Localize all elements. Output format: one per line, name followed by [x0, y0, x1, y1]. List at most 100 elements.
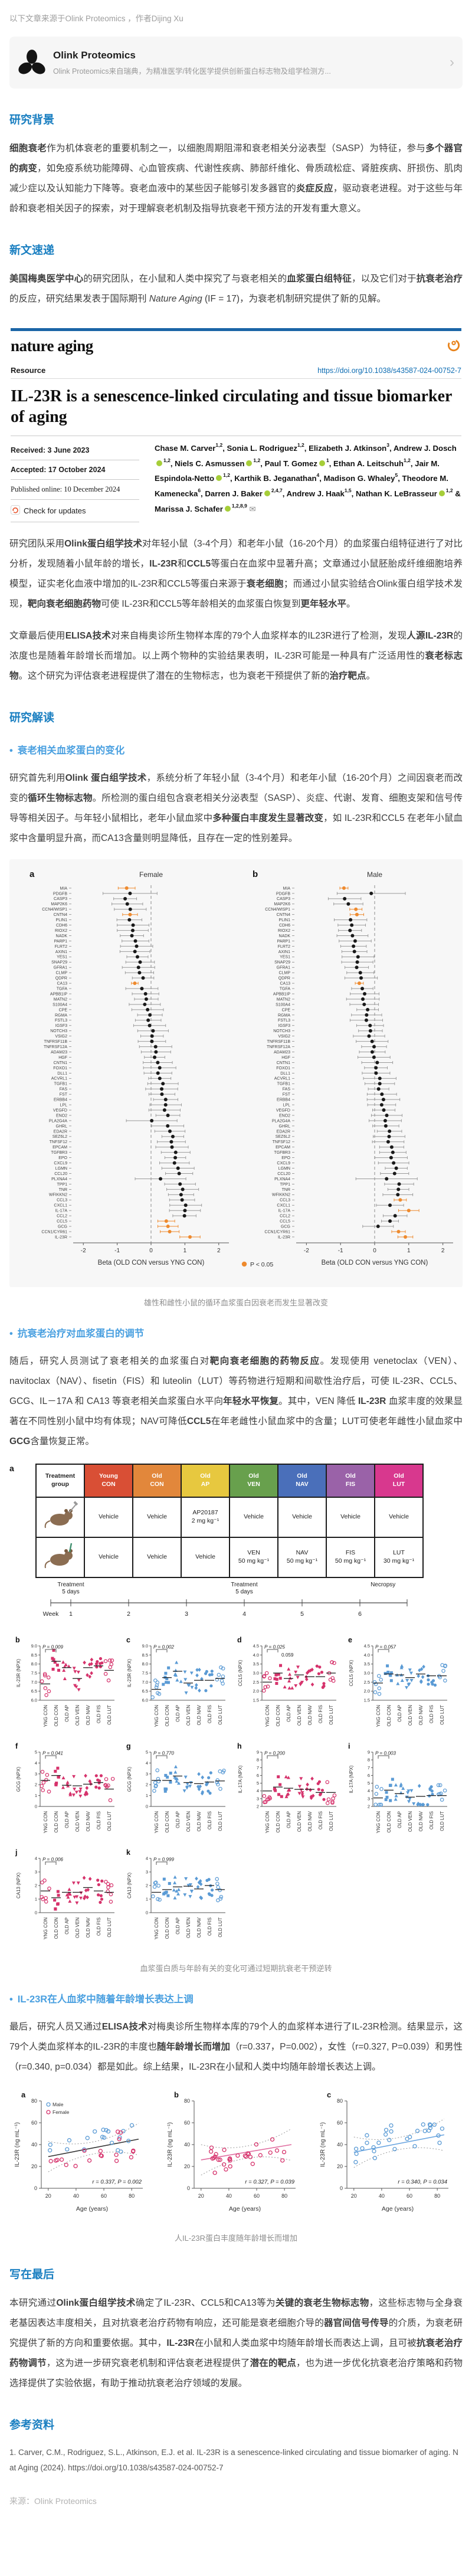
svg-text:P = 0.025: P = 0.025	[264, 1645, 285, 1650]
svg-text:4: 4	[146, 1760, 148, 1766]
svg-text:S100A4: S100A4	[276, 1003, 290, 1007]
svg-text:Treatment: Treatment	[231, 1582, 257, 1588]
svg-text:FOXO1: FOXO1	[276, 1066, 290, 1071]
svg-text:OLD AP: OLD AP	[175, 1811, 181, 1828]
svg-text:3: 3	[185, 1611, 188, 1618]
svg-text:PLIN1: PLIN1	[56, 918, 68, 922]
figure3-caption: 人IL-23R蛋白丰度随年龄增长而增加	[174, 2234, 298, 2243]
svg-text:Age (years): Age (years)	[229, 2205, 261, 2212]
svg-text:Week: Week	[43, 1611, 59, 1618]
svg-text:YNG CON: YNG CON	[43, 1917, 48, 1940]
svg-text:40: 40	[73, 2193, 79, 2199]
svg-text:YNG CON: YNG CON	[43, 1811, 48, 1834]
doi-link[interactable]: https://doi.org/10.1038/s43587-024-00752…	[317, 366, 461, 375]
svg-text:9.0: 9.0	[142, 1644, 148, 1649]
svg-text:OLD CON: OLD CON	[276, 1811, 281, 1833]
svg-text:FSTL3: FSTL3	[278, 1019, 290, 1023]
svg-text:MATN2: MATN2	[54, 997, 67, 1001]
open-access-icon	[446, 337, 461, 355]
svg-text:e: e	[348, 1636, 352, 1644]
svg-text:IL-17A (NPX): IL-17A (NPX)	[238, 1765, 243, 1793]
account-card[interactable]: Olink Proteomics Olink Proteomics来自瑞典，为精…	[9, 37, 463, 89]
svg-text:OLD NAV: OLD NAV	[418, 1704, 424, 1725]
svg-text:7.0: 7.0	[31, 1680, 37, 1685]
svg-text:Beta (OLD CON versus YNG CON): Beta (OLD CON versus YNG CON)	[322, 1259, 428, 1266]
paragraph-news: 美国梅奥医学中心的研究团队，在小鼠和人类中探究了与衰老相关的血浆蛋白组特征，以及…	[9, 274, 463, 304]
svg-text:OLD AP: OLD AP	[286, 1811, 291, 1828]
chevron-right-icon[interactable]: ›	[450, 54, 454, 70]
svg-text:3.5: 3.5	[364, 1661, 370, 1667]
svg-text:0: 0	[34, 2185, 37, 2191]
svg-text:FOXO1: FOXO1	[53, 1066, 67, 1071]
paragraph-human: 最后，研究人员又通过ELISA技术对梅奥诊所生物样本库的79个人的血浆样本进行了…	[9, 2022, 463, 2072]
svg-text:YES1: YES1	[280, 955, 290, 960]
svg-text:2: 2	[217, 1248, 221, 1254]
received-date: Received: 3 June 2023	[11, 441, 139, 460]
svg-text:a: a	[21, 2090, 26, 2099]
svg-text:20: 20	[198, 2193, 204, 2199]
svg-text:9.0: 9.0	[31, 1644, 37, 1649]
svg-text:PARP1: PARP1	[54, 940, 68, 944]
svg-text:ADAM23: ADAM23	[274, 1050, 290, 1055]
svg-text:3: 3	[368, 1796, 370, 1801]
account-desc: Olink Proteomics来自瑞典，为精准医学/转化医学提供创新蛋白标志物…	[53, 67, 331, 76]
svg-text:CNTN1: CNTN1	[54, 1061, 67, 1065]
svg-text:EPCAM: EPCAM	[276, 1145, 290, 1150]
paragraph-drug: 随后，研究人员测试了衰老相关的血浆蛋白对靶向衰老细胞的药物反应。发现使用 ven…	[9, 1356, 463, 1446]
svg-text:CCL20: CCL20	[54, 1172, 67, 1176]
svg-text:20: 20	[31, 2163, 37, 2169]
article-type-label: Resource	[11, 366, 46, 375]
svg-text:TNFSF12: TNFSF12	[50, 1140, 67, 1144]
check-for-updates[interactable]: Check for updates	[11, 500, 139, 522]
svg-text:Beta (OLD CON versus YNG CON): Beta (OLD CON versus YNG CON)	[98, 1259, 205, 1266]
svg-text:RGMA: RGMA	[278, 1013, 290, 1017]
svg-text:r = 0.337, P = 0.002: r = 0.337, P = 0.002	[92, 2179, 142, 2185]
svg-text:4: 4	[35, 1760, 37, 1766]
svg-text:CNTN1: CNTN1	[277, 1061, 290, 1065]
svg-text:P = 0.006: P = 0.006	[42, 1857, 63, 1863]
svg-text:OLD LUT: OLD LUT	[107, 1811, 112, 1831]
svg-text:8: 8	[257, 1757, 259, 1763]
svg-text:20: 20	[337, 2163, 343, 2169]
svg-text:OLD NAV: OLD NAV	[86, 1917, 91, 1937]
svg-text:CCN4/WISP1: CCN4/WISP1	[42, 908, 67, 912]
svg-text:TNR: TNR	[282, 1188, 290, 1192]
svg-text:MAP2K6: MAP2K6	[274, 902, 290, 906]
svg-text:6.0: 6.0	[142, 1698, 148, 1703]
svg-text:IGSF3: IGSF3	[278, 1024, 290, 1028]
envelope-icon: ✉	[247, 504, 256, 513]
svg-text:4: 4	[242, 1611, 246, 1618]
svg-text:2.5: 2.5	[364, 1680, 370, 1685]
svg-text:-2: -2	[304, 1248, 309, 1254]
paper-screenshot[interactable]: nature aging Resource https://doi.org/10…	[9, 328, 463, 522]
svg-text:CNTN4: CNTN4	[277, 913, 290, 917]
svg-text:OLD LUT: OLD LUT	[218, 1811, 223, 1831]
svg-text:CCN1/CYR61: CCN1/CYR61	[264, 1230, 290, 1234]
svg-text:5 days: 5 days	[235, 1589, 253, 1595]
svg-text:CASP3: CASP3	[277, 897, 290, 901]
svg-text:NADK: NADK	[56, 934, 68, 938]
svg-text:P = 0.003: P = 0.003	[375, 1751, 396, 1756]
svg-text:ERBB4: ERBB4	[277, 1098, 290, 1102]
svg-text:TGFA: TGFA	[280, 987, 291, 991]
figure-human-scatter-image[interactable]: a 0 20 40 60 80 20 40 60 80 IL-23R (ng mL⁻¹) Age (y…	[9, 2088, 463, 2223]
svg-text:DLL1: DLL1	[57, 1072, 67, 1076]
figure-treatment-image[interactable]: a Treatment group Young CON Old CON Old AP Ol…	[9, 1462, 463, 1953]
figure-forest-plot-image[interactable]: a Female -2 -1 0 1 2 Beta (OLD CON versus YNG C…	[9, 859, 463, 1287]
svg-text:EPCAM: EPCAM	[53, 1145, 67, 1150]
svg-text:7.5: 7.5	[31, 1671, 37, 1676]
svg-text:OLD CON: OLD CON	[165, 1705, 170, 1727]
svg-text:P = 0.041: P = 0.041	[42, 1751, 63, 1756]
svg-text:1: 1	[183, 1248, 187, 1254]
svg-text:0: 0	[146, 1910, 148, 1916]
account-info: Olink Proteomics Olink Proteomics来自瑞典，为精…	[53, 50, 445, 76]
svg-text:Female: Female	[139, 870, 163, 879]
svg-text:PDGFB: PDGFB	[53, 892, 67, 896]
bullet-dot-icon: •	[9, 745, 13, 756]
svg-text:OLD LUT: OLD LUT	[107, 1917, 112, 1937]
svg-text:YNG CON: YNG CON	[265, 1811, 270, 1834]
svg-text:CASP3: CASP3	[54, 897, 67, 901]
svg-text:QDPR: QDPR	[55, 977, 67, 981]
svg-text:OLD LUT: OLD LUT	[218, 1705, 223, 1725]
